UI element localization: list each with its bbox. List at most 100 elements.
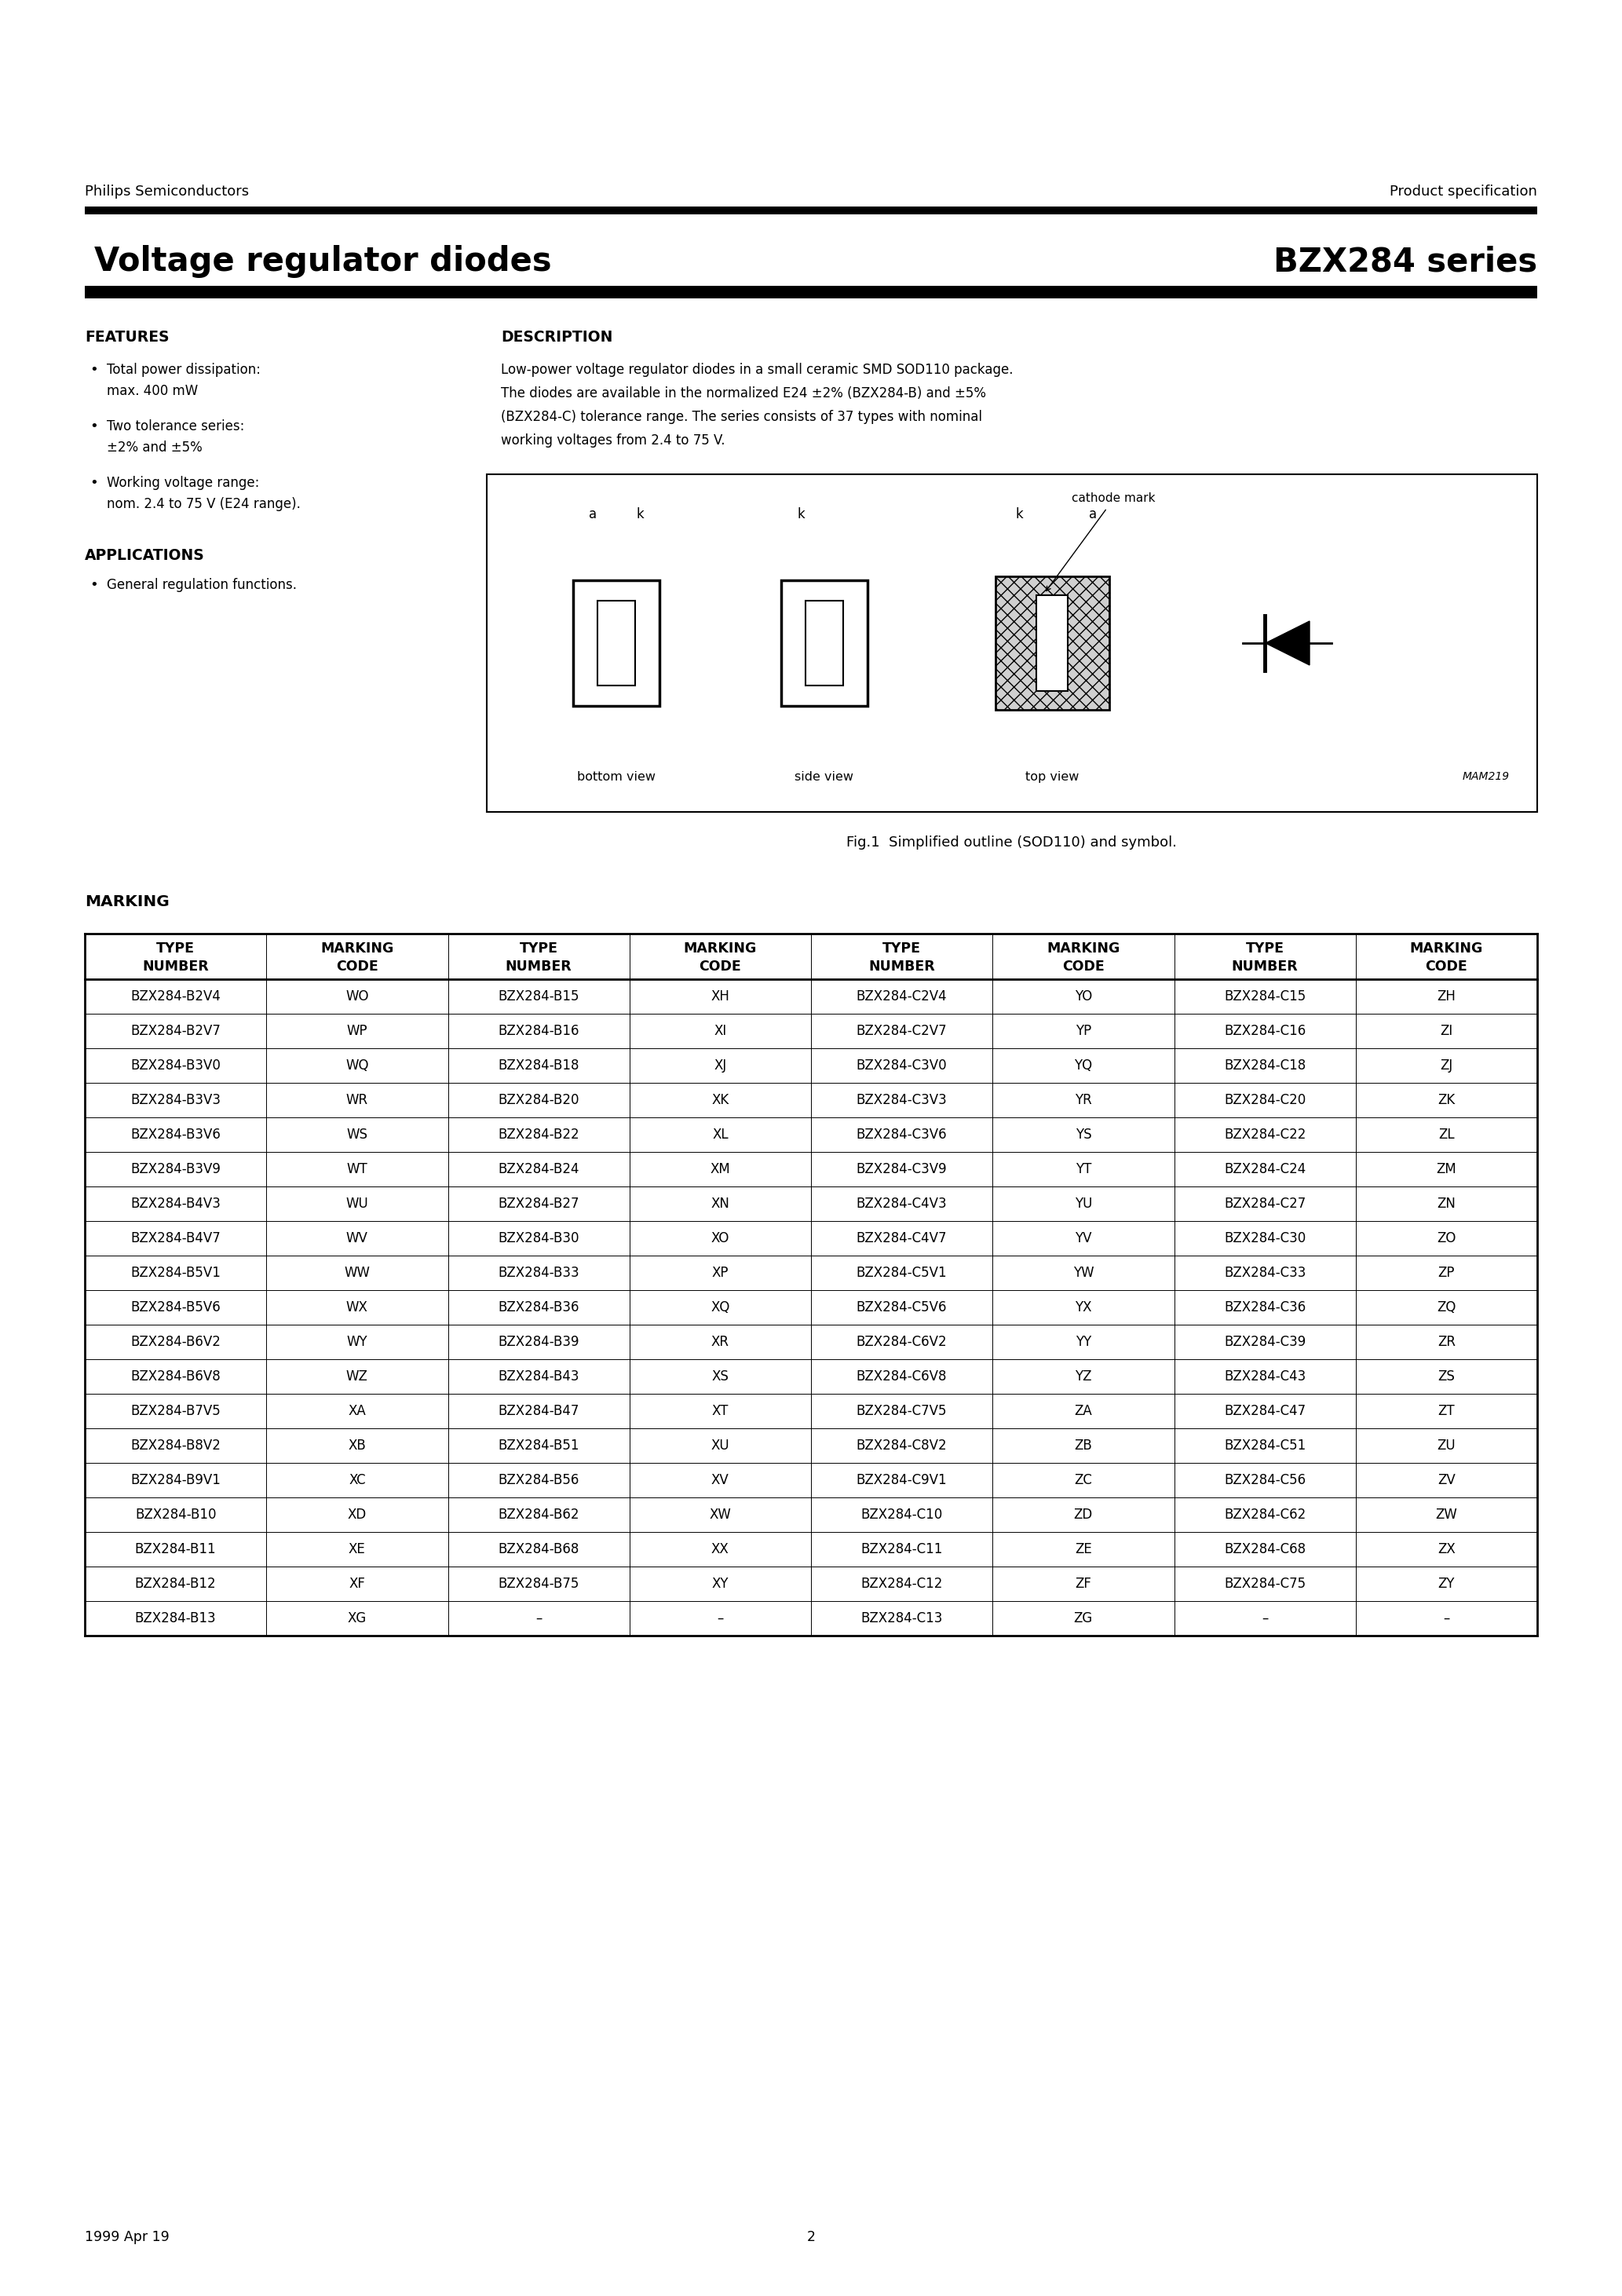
Text: BZX284-B3V3: BZX284-B3V3 [130,1093,221,1107]
Text: XX: XX [712,1543,730,1557]
Text: BZX284-B7V5: BZX284-B7V5 [130,1403,221,1419]
Text: BZX284-B62: BZX284-B62 [498,1508,579,1522]
Text: BZX284-C5V1: BZX284-C5V1 [856,1265,947,1279]
Text: BZX284-B68: BZX284-B68 [498,1543,579,1557]
Text: BZX284-B27: BZX284-B27 [498,1196,579,1210]
Text: BZX284-C22: BZX284-C22 [1225,1127,1306,1141]
Text: BZX284-B18: BZX284-B18 [498,1058,579,1072]
Text: TYPE: TYPE [519,941,558,955]
Text: WS: WS [347,1127,368,1141]
Text: YO: YO [1075,990,1092,1003]
Text: BZX284-C18: BZX284-C18 [1225,1058,1306,1072]
Text: YX: YX [1075,1300,1092,1316]
Text: bottom view: bottom view [577,771,655,783]
Text: ±2% and ±5%: ±2% and ±5% [107,441,203,455]
Text: XB: XB [349,1440,367,1453]
Text: MARKING: MARKING [84,895,169,909]
Text: WV: WV [345,1231,368,1244]
Text: BZX284-B30: BZX284-B30 [498,1231,579,1244]
Text: BZX284-B12: BZX284-B12 [135,1577,216,1591]
Text: BZX284-C3V9: BZX284-C3V9 [856,1162,947,1176]
Text: BZX284-B75: BZX284-B75 [498,1577,579,1591]
Text: BZX284-B13: BZX284-B13 [135,1612,216,1626]
Text: BZX284-C13: BZX284-C13 [861,1612,942,1626]
Text: BZX284-C2V4: BZX284-C2V4 [856,990,947,1003]
Text: nom. 2.4 to 75 V (E24 range).: nom. 2.4 to 75 V (E24 range). [107,496,300,512]
Text: XE: XE [349,1543,365,1557]
Text: BZX284-C4V7: BZX284-C4V7 [856,1231,947,1244]
Text: YS: YS [1075,1127,1092,1141]
Text: BZX284-C4V3: BZX284-C4V3 [856,1196,947,1210]
Text: ZT: ZT [1439,1403,1455,1419]
Text: BZX284-B20: BZX284-B20 [498,1093,579,1107]
Text: CODE: CODE [336,960,378,974]
Text: XW: XW [709,1508,732,1522]
Text: XI: XI [714,1024,727,1038]
Text: working voltages from 2.4 to 75 V.: working voltages from 2.4 to 75 V. [501,434,725,448]
Text: BZX284-C24: BZX284-C24 [1225,1162,1306,1176]
Text: XN: XN [710,1196,730,1210]
Text: XL: XL [712,1127,728,1141]
Text: WO: WO [345,990,368,1003]
Text: BZX284-C10: BZX284-C10 [861,1508,942,1522]
Text: ZA: ZA [1074,1403,1092,1419]
Text: XR: XR [710,1334,730,1350]
Text: YU: YU [1074,1196,1092,1210]
Text: ZY: ZY [1439,1577,1455,1591]
Text: BZX284-B39: BZX284-B39 [498,1334,579,1350]
Text: Voltage regulator diodes: Voltage regulator diodes [94,246,551,278]
Text: BZX284-B4V3: BZX284-B4V3 [130,1196,221,1210]
Text: BZX284 series: BZX284 series [1273,246,1538,278]
Text: BZX284-C36: BZX284-C36 [1225,1300,1306,1316]
Text: ZE: ZE [1075,1543,1092,1557]
Text: k: k [796,507,805,521]
Text: The diodes are available in the normalized E24 ±2% (BZX284-B) and ±5%: The diodes are available in the normaliz… [501,386,986,400]
Text: YT: YT [1075,1162,1092,1176]
Text: top view: top view [1025,771,1079,783]
Text: BZX284-B56: BZX284-B56 [498,1474,579,1488]
Text: BZX284-B16: BZX284-B16 [498,1024,579,1038]
Text: NUMBER: NUMBER [506,960,573,974]
Text: ZO: ZO [1437,1231,1457,1244]
Text: TYPE: TYPE [882,941,921,955]
Text: XD: XD [347,1508,367,1522]
Text: BZX284-B47: BZX284-B47 [498,1403,579,1419]
Text: BZX284-C2V7: BZX284-C2V7 [856,1024,947,1038]
Text: FEATURES: FEATURES [84,331,169,344]
Text: XO: XO [710,1231,730,1244]
Text: XP: XP [712,1265,728,1279]
Text: BZX284-B15: BZX284-B15 [498,990,579,1003]
Text: BZX284-C62: BZX284-C62 [1225,1508,1306,1522]
Text: BZX284-C33: BZX284-C33 [1225,1265,1306,1279]
Text: BZX284-B9V1: BZX284-B9V1 [130,1474,221,1488]
Bar [806,599,843,687]
Text: XS: XS [712,1368,728,1384]
Text: BZX284-C8V2: BZX284-C8V2 [856,1440,947,1453]
Text: ZP: ZP [1439,1265,1455,1279]
Text: BZX284-B24: BZX284-B24 [498,1162,579,1176]
Text: XU: XU [710,1440,730,1453]
Polygon shape [1265,622,1309,666]
Text: General regulation functions.: General regulation functions. [107,579,297,592]
Text: Fig.1  Simplified outline (SOD110) and symbol.: Fig.1 Simplified outline (SOD110) and sy… [847,836,1178,850]
Text: NUMBER: NUMBER [143,960,209,974]
Text: MARKING: MARKING [1046,941,1119,955]
Text: XJ: XJ [714,1058,727,1072]
Text: BZX284-B10: BZX284-B10 [135,1508,216,1522]
Text: 2: 2 [806,2229,816,2243]
Text: YP: YP [1075,1024,1092,1038]
Text: ZD: ZD [1074,1508,1093,1522]
Text: XA: XA [349,1403,367,1419]
Text: ZW: ZW [1435,1508,1458,1522]
Text: MARKING: MARKING [321,941,394,955]
Text: BZX284-C11: BZX284-C11 [861,1543,942,1557]
Bar [573,581,660,705]
Text: BZX284-C7V5: BZX284-C7V5 [856,1403,947,1419]
Text: XF: XF [349,1577,365,1591]
Text: BZX284-B6V2: BZX284-B6V2 [130,1334,221,1350]
Bar [782,581,868,705]
Text: XT: XT [712,1403,728,1419]
Text: XV: XV [712,1474,730,1488]
Text: Two tolerance series:: Two tolerance series: [107,420,245,434]
Text: YW: YW [1072,1265,1093,1279]
